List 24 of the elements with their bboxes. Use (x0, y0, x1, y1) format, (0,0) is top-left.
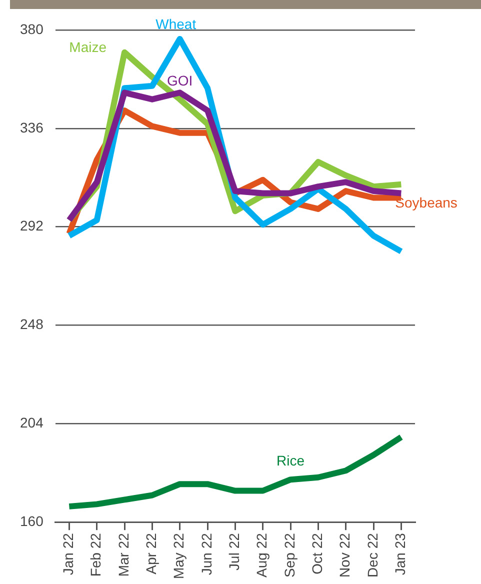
x-tick-label: Oct 22 (309, 532, 326, 574)
series-label: GOI (167, 72, 193, 88)
x-tick-label: Nov 22 (336, 532, 353, 578)
x-tick-label: Jan 22 (60, 532, 76, 576)
x-tick-label: Jul 22 (226, 532, 242, 570)
y-tick-label: 248 (20, 316, 44, 332)
y-tick-label: 336 (20, 119, 44, 136)
x-tick-label: Aug 22 (254, 532, 270, 578)
series-label: Wheat (156, 16, 196, 32)
x-tick-label: Dec 22 (364, 532, 380, 578)
x-tick-label: Sep 22 (281, 532, 298, 578)
x-tick-label: Jun 22 (198, 532, 214, 576)
x-tick-label: Mar 22 (115, 532, 132, 577)
y-tick-label: 160 (20, 512, 44, 529)
series-label: Maize (69, 39, 107, 56)
y-tick-label: 204 (20, 414, 44, 431)
y-tick-label: 380 (20, 20, 44, 37)
series-label: Rice (276, 452, 305, 468)
x-tick-label: Jan 23 (392, 532, 408, 576)
series-label: Soybeans (395, 194, 458, 211)
x-tick-label: Apr 22 (143, 532, 160, 574)
y-tick-label: 292 (20, 218, 44, 234)
x-tick-label: May 22 (170, 532, 187, 580)
x-tick-label: Feb 22 (88, 532, 104, 577)
